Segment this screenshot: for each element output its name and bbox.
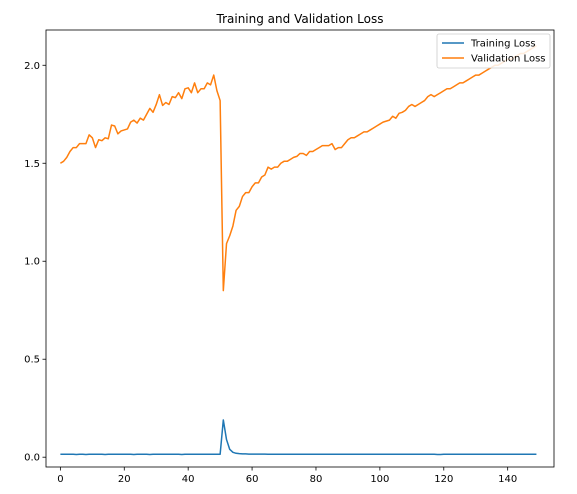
y-tick-label: 1.0 — [24, 257, 40, 268]
y-tick-label: 0.5 — [24, 355, 40, 366]
x-tick-label: 100 — [370, 474, 389, 485]
x-tick-label: 80 — [310, 474, 323, 485]
x-tick-label: 120 — [434, 474, 453, 485]
plot-frame — [45, 29, 555, 468]
ticks-layer: 0 20 40 60 80 100 120 140 0.0 0.5 1.0 1.5 2.0 — [24, 61, 517, 485]
y-tick-label: 1.5 — [24, 159, 40, 170]
legend-box — [436, 33, 551, 69]
x-tick-label: 60 — [246, 474, 259, 485]
series-line-training-loss — [60, 419, 537, 456]
legend-label-training-loss: Training Loss — [470, 39, 536, 50]
series-layer — [59, 45, 537, 456]
y-tick-label: 0.0 — [24, 453, 40, 464]
plot-area — [46, 30, 554, 467]
x-tick-label: 140 — [498, 474, 517, 485]
series-line-validation-loss — [59, 45, 537, 292]
x-tick-label: 0 — [57, 474, 63, 485]
x-tick-label: 40 — [182, 474, 195, 485]
x-tick-label: 20 — [118, 474, 131, 485]
legend-label-validation-loss: Validation Loss — [471, 54, 546, 65]
legend: Training Loss Validation Loss — [436, 33, 551, 69]
y-tick-label: 2.0 — [24, 61, 40, 72]
chart-title: Training and Validation Loss — [216, 12, 384, 26]
